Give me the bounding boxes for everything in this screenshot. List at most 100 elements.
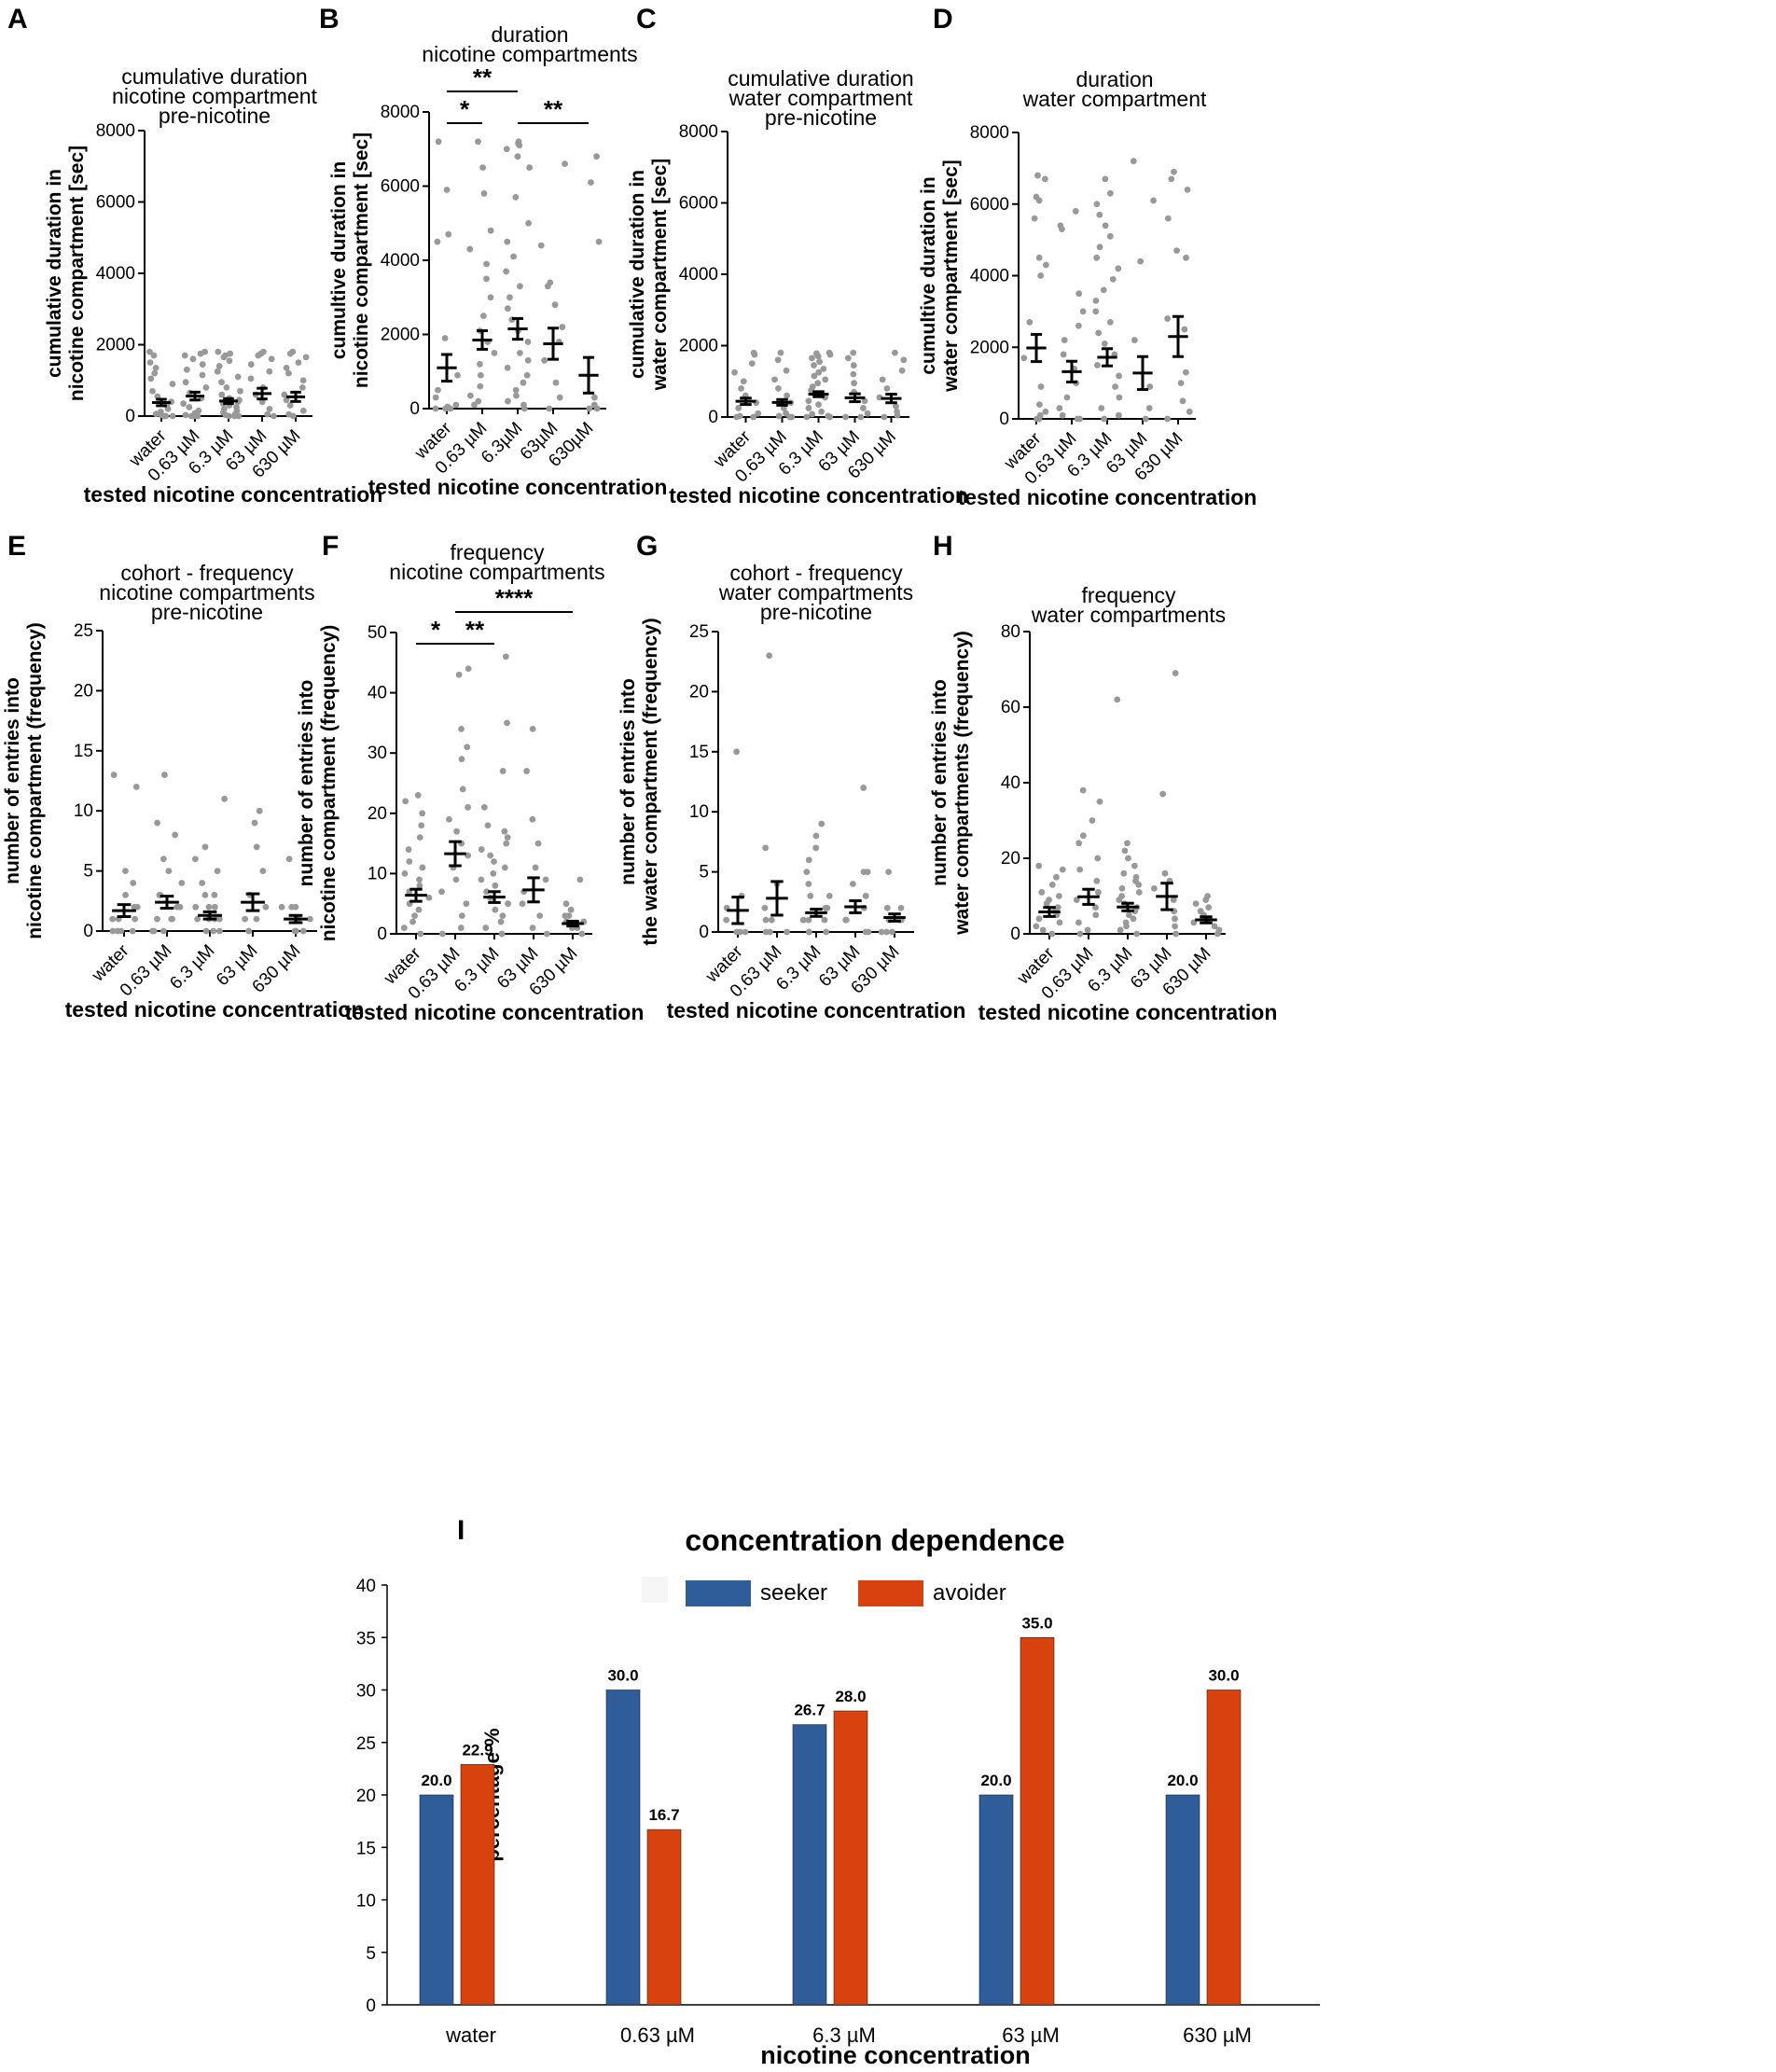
y-tick-label: 0 [708,408,718,427]
data-point [811,362,817,369]
bar-value-label: 20.0 [980,1772,1011,1789]
panel-label: H [933,531,953,562]
data-point [452,401,460,409]
data-point [883,904,891,911]
data-point [892,349,898,356]
data-point [299,927,307,935]
y-tick-label: 20 [689,682,709,702]
data-point [501,827,508,835]
data-point [1112,383,1118,390]
data-point [775,385,782,392]
data-point [176,903,184,911]
data-point [234,373,242,381]
x-axis-label: tested nicotine concentration [667,998,966,1022]
legend-label-avoider: avoider [933,1580,1006,1606]
legend-label-seeker: seeker [760,1580,827,1606]
data-point [766,652,773,660]
data-point [1177,380,1185,387]
bar-value-label: 20.0 [421,1772,451,1789]
data-point [182,379,189,386]
data-point [480,190,488,197]
data-point [811,372,818,380]
data-point [299,407,307,414]
data-point [129,927,136,935]
data-point [416,876,423,883]
data-point [122,868,129,874]
data-point [1168,175,1175,183]
data-point [197,350,204,357]
data-point [889,928,895,936]
data-point [576,876,584,883]
y-tick-label: 15 [356,1839,376,1858]
data-point [416,882,423,889]
bar-seeker [1165,1794,1200,2006]
data-point [1123,923,1130,930]
data-point [438,930,446,938]
data-point [1074,415,1081,423]
category-label: 6.3µM [478,419,526,467]
data-point [464,744,471,751]
data-point [268,355,275,363]
y-tick-label: 80 [1001,622,1020,642]
data-point [262,903,270,911]
y-tick-label: 40 [1001,773,1020,793]
data-point [417,930,424,938]
data-point [1059,866,1066,873]
y-tick-label: 5 [699,863,709,883]
data-point [1059,411,1066,419]
data-point [283,396,290,404]
data-point [1135,881,1143,888]
bar-value-label: 26.7 [794,1702,825,1719]
y-axis-label: cumulative duration in [627,170,648,379]
data-point [807,892,814,899]
data-point [490,870,497,877]
data-point [1092,911,1100,919]
x-axis-label: tested nicotine concentration [978,1000,1278,1024]
y-tick-label: 25 [689,622,709,642]
data-point [1033,923,1040,930]
data-point [812,832,820,840]
data-point [211,891,218,898]
data-point [457,925,465,931]
data-point [199,371,206,379]
data-point [465,665,472,673]
data-point [1172,923,1178,930]
data-point [504,719,510,727]
data-point [1172,930,1180,938]
data-point [192,903,200,911]
data-point [879,376,886,383]
significance-label: ** [465,616,485,644]
data-point [291,927,298,935]
data-point [1026,318,1034,326]
y-axis-label: water compartment [sec] [940,160,962,393]
data-point [1202,897,1210,903]
data-point [1172,915,1178,923]
data-point [443,187,451,193]
data-point [419,864,426,871]
data-point [150,352,158,359]
data-point [247,375,255,382]
data-point [226,412,232,420]
y-tick-label: 2000 [970,338,1009,357]
data-point [818,820,826,827]
data-point [851,380,857,387]
data-point [784,392,790,399]
data-point [1159,790,1167,798]
data-point [194,915,201,923]
y-tick-label: 25 [356,1734,376,1754]
data-point [183,366,190,373]
data-point [512,194,520,201]
data-point [562,912,569,920]
chart-title: pre-nicotine [151,600,263,624]
data-point [1102,175,1109,183]
data-point [169,381,176,387]
bar-value-label: 16.7 [648,1806,679,1824]
data-point [210,927,217,935]
data-point [1164,415,1172,423]
y-axis-label: nicotine compartment (frequency) [318,625,340,942]
data-point [499,912,506,920]
data-point [253,843,260,851]
bar-value-label: 30.0 [1208,1667,1239,1685]
data-point [169,412,176,420]
data-point [298,384,306,391]
